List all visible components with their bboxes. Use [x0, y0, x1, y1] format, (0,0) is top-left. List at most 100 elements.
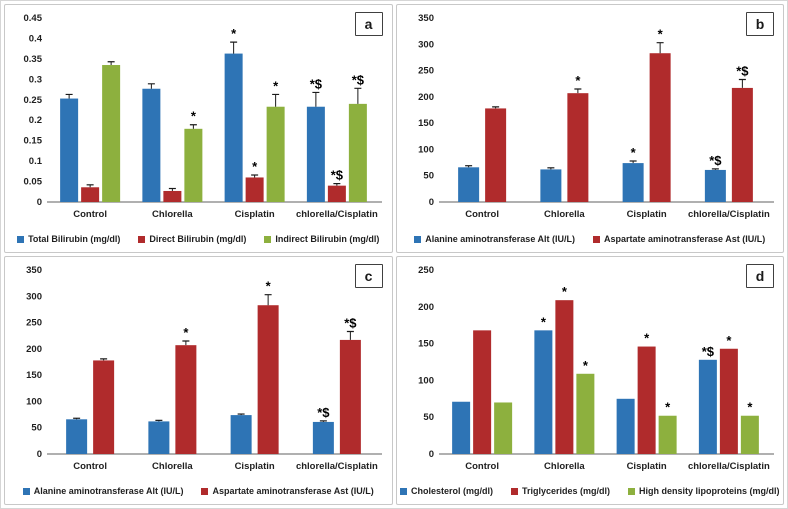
bar-chlorella/Cisplatin-series-2	[348, 103, 367, 202]
significance-marker: *$	[352, 72, 365, 87]
legend-swatch-icon	[138, 235, 146, 243]
significance-marker: *	[665, 400, 671, 415]
significance-marker: *	[582, 358, 588, 373]
chart-c-legend: Alanine aminotransferase Alt (IU/L) Aspar…	[5, 481, 392, 501]
legend-label: Triglycerides (mg/dl)	[521, 486, 611, 496]
legend-swatch-icon	[510, 487, 518, 495]
significance-marker: *	[252, 159, 258, 174]
legend-swatch-icon	[399, 487, 407, 495]
significance-marker: *$	[310, 76, 323, 91]
bar-chlorella/Cisplatin-series-1	[339, 339, 361, 454]
bar-Chlorella-series-2	[575, 373, 594, 454]
significance-marker: *$	[317, 405, 330, 420]
y-tick-label: 100	[26, 396, 42, 407]
bar-Cisplatin-series-1	[637, 346, 656, 454]
legend-swatch-icon	[22, 487, 30, 495]
legend-swatch-icon	[592, 235, 600, 243]
panel-d: 0 50 100 150 200 250 Control Chlorella * * * Cispla…	[395, 256, 784, 505]
y-tick-label: 250	[418, 265, 434, 276]
y-tick-label: 200	[418, 92, 434, 103]
legend-item-2: High density lipoproteins (mg/dl)	[628, 486, 780, 496]
bar-Control-series-1	[81, 187, 100, 202]
y-tick-label: 50	[423, 412, 434, 423]
bar-chlorella/Cisplatin-series-0	[698, 359, 717, 454]
significance-marker: *$	[736, 64, 749, 79]
bar-Control-series-0	[451, 401, 470, 454]
significance-marker: *	[575, 73, 581, 88]
y-tick-label: 50	[31, 423, 42, 434]
legend-swatch-icon	[414, 235, 422, 243]
bar-Control-series-2	[102, 65, 121, 202]
legend-swatch-icon	[17, 235, 25, 243]
y-tick-label: 150	[26, 370, 42, 381]
bar-Cisplatin-series-0	[616, 398, 635, 454]
y-tick-label: 200	[26, 344, 42, 355]
legend-item-0: Alanine aminotransferase Alt (IU/L)	[414, 234, 575, 244]
significance-marker: *	[231, 26, 237, 41]
legend-label: Alanine aminotransferase Alt (IU/L)	[425, 234, 575, 244]
panel-c-letter-badge: c	[354, 264, 383, 288]
legend-item-1: Direct Bilirubin (mg/dl)	[138, 234, 246, 244]
bar-Cisplatin-series-1	[257, 305, 279, 454]
y-tick-label: 0.4	[29, 33, 43, 44]
y-tick-label: 0.15	[24, 136, 43, 147]
legend-label: Alanine aminotransferase Alt (IU/L)	[33, 486, 184, 496]
legend-swatch-icon	[201, 487, 209, 495]
significance-marker: *	[726, 333, 732, 348]
panel-b-letter-badge: b	[746, 12, 774, 36]
bar-Cisplatin-series-2	[266, 106, 285, 202]
significance-marker: *	[191, 109, 197, 124]
y-tick-label: 0.3	[29, 74, 42, 85]
y-tick-label: 0	[428, 197, 433, 208]
significance-marker: *	[747, 400, 753, 415]
bar-Control-series-1	[93, 360, 115, 454]
legend-swatch-icon	[264, 235, 272, 243]
x-category-label: Chlorella	[544, 209, 585, 220]
x-category-label: Cisplatin	[235, 209, 275, 220]
legend-swatch-icon	[628, 487, 636, 495]
chart-d-legend: Cholesterol (mg/dl) Triglycerides (mg/dl)…	[397, 481, 784, 501]
legend-item-2: Indirect Bilirubin (mg/dl)	[264, 234, 379, 244]
bar-Chlorella-series-0	[539, 169, 561, 202]
x-category-label: chlorella/Cisplatin	[296, 461, 378, 472]
bar-chlorella/Cisplatin-series-0	[704, 169, 726, 202]
significance-marker: *$	[709, 153, 722, 168]
bar-chlorella/Cisplatin-series-0	[312, 421, 334, 454]
significance-marker: *	[644, 331, 650, 346]
bar-Cisplatin-series-2	[658, 415, 677, 454]
y-tick-label: 250	[418, 66, 434, 77]
bar-Control-series-2	[493, 402, 512, 454]
y-tick-label: 0.45	[24, 13, 43, 24]
y-tick-label: 250	[26, 318, 42, 329]
legend-label: Direct Bilirubin (mg/dl)	[149, 234, 247, 244]
x-category-label: Cisplatin	[626, 209, 666, 220]
bar-Chlorella-series-0	[142, 88, 161, 202]
x-category-label: Cisplatin	[235, 461, 275, 472]
x-category-label: chlorella/Cisplatin	[687, 209, 769, 220]
significance-marker: *	[540, 314, 546, 329]
x-category-label: Chlorella	[544, 461, 585, 472]
chart-a-legend: Total Bilirubin (mg/dl) Direct Bilirubin …	[5, 229, 392, 249]
significance-marker: *$	[344, 316, 357, 331]
y-tick-label: 300	[26, 291, 42, 302]
legend-item-0: Alanine aminotransferase Alt (IU/L)	[22, 486, 184, 496]
bar-Chlorella-series-0	[148, 421, 170, 454]
chart-d-canvas: 0 50 100 150 200 250 Control Chlorella * * * Cispla…	[418, 265, 774, 472]
legend-label: Cholesterol (mg/dl)	[410, 486, 493, 496]
bar-Cisplatin-series-0	[622, 163, 644, 202]
y-tick-label: 0	[37, 197, 42, 208]
legend-label: Aspartate aminotransferase Ast (IU/L)	[603, 234, 766, 244]
bar-Control-series-0	[457, 167, 479, 202]
bar-Chlorella-series-1	[163, 190, 182, 202]
legend-item-0: Cholesterol (mg/dl)	[399, 486, 493, 496]
bar-chlorella/Cisplatin-series-1	[327, 185, 346, 202]
bar-Control-series-0	[60, 98, 79, 202]
y-tick-label: 350	[26, 265, 42, 276]
bar-chlorella/Cisplatin-series-2	[740, 415, 759, 454]
y-tick-label: 0.1	[29, 156, 43, 167]
y-tick-label: 100	[418, 375, 434, 386]
x-category-label: Control	[465, 209, 499, 220]
y-tick-label: 0.2	[29, 115, 42, 126]
y-tick-label: 300	[418, 39, 434, 50]
